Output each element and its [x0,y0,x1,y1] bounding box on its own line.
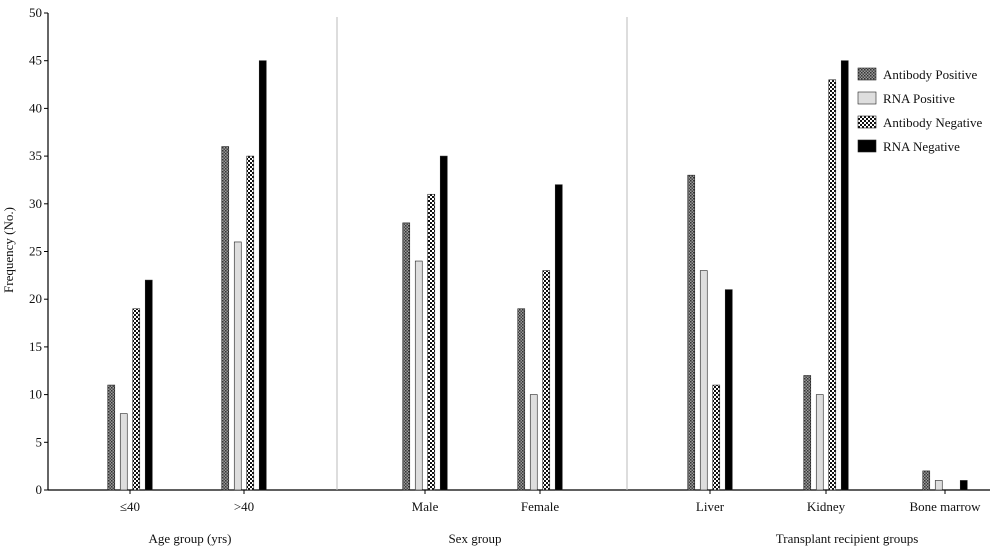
bar-antibody-negative [828,79,837,491]
y-tick-label: 0 [36,482,43,497]
bar-antibody-positive [803,375,812,491]
bar-antibody-positive [402,222,411,491]
bar-rna-positive [699,270,708,491]
legend-swatch [857,115,877,129]
bar-antibody-negative [132,308,141,491]
bar-rna-positive [815,394,824,491]
legend-swatch [857,139,877,153]
y-tick-label: 10 [29,387,42,402]
bar-rna-positive [414,260,423,491]
x-tick-label: >40 [234,499,254,514]
bar-rna-negative [724,289,733,491]
x-tick-label: ≤40 [120,499,140,514]
legend-swatch [857,91,877,105]
bar-antibody-positive [107,384,116,491]
bar-rna-negative [959,480,968,491]
plot-area: 0 5 10 15 20 25 30 35 40 45 50 ≤40 >40 Male Female Live… [29,5,990,546]
bar-antibody-negative [712,384,721,491]
x-tick-label: Liver [696,499,725,514]
bar-rna-negative [554,184,563,491]
group-label: Age group (yrs) [148,531,231,546]
y-tick-label: 45 [29,53,42,68]
x-tick-label: Kidney [807,499,846,514]
legend-label: Antibody Positive [883,67,977,82]
legend: Antibody Positive RNA Positive Antibody Ne… [857,67,983,154]
y-tick-label: 15 [29,339,42,354]
y-tick-label: 35 [29,148,42,163]
group-label: Sex group [448,531,501,546]
y-tick-label: 50 [29,5,42,20]
y-tick-label: 40 [29,100,42,115]
bar-antibody-negative [427,193,436,491]
y-tick-label: 30 [29,196,42,211]
legend-label: RNA Negative [883,139,960,154]
y-axis-label: Frequency (No.) [1,207,16,293]
bar-antibody-positive [922,470,931,491]
legend-swatch [857,67,877,81]
bar-antibody-positive [687,174,696,491]
bar-rna-positive [233,241,242,491]
legend-label: RNA Positive [883,91,955,106]
bar-rna-negative [144,279,153,491]
y-tick-label: 5 [36,434,43,449]
x-tick-label: Male [412,499,439,514]
bar-antibody-negative [246,155,255,491]
legend-label: Antibody Negative [883,115,983,130]
bar-rna-negative [258,60,267,491]
group-label: Transplant recipient groups [776,531,919,546]
x-tick-label: Female [521,499,559,514]
bar-antibody-positive [221,146,230,491]
bar-rna-positive [934,480,943,491]
y-tick-label: 25 [29,244,42,259]
bar-antibody-negative [542,270,551,491]
bar-rna-positive [529,394,538,491]
x-tick-label: Bone marrow [909,499,981,514]
bar-rna-negative [840,60,849,491]
bar-rna-positive [119,413,128,491]
bar-rna-negative [439,155,448,491]
y-tick-label: 20 [29,291,42,306]
bar-antibody-positive [517,308,526,491]
